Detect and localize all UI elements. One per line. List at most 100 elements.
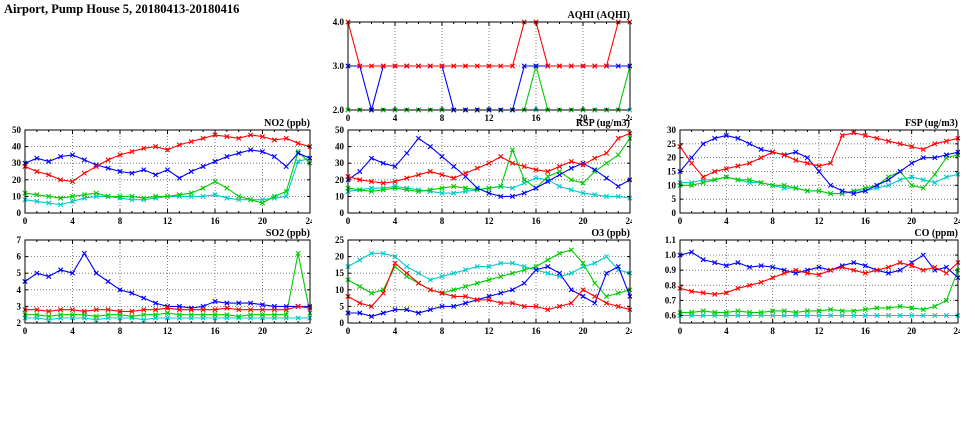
chart-no2: 0 4 8 12 16 20 24 0 10 20 30 40 50 NO2 (ppb) xyxy=(3,116,312,229)
x-tick-label: 20 xyxy=(579,216,589,226)
gridlines xyxy=(25,240,310,323)
chart-co: 0 4 8 12 16 20 24 0.6 0.7 0.8 0.9 1.0 1.1 CO (ppm) xyxy=(658,226,960,339)
y-tick-label: 6 xyxy=(17,252,22,262)
y-tick-label: 5 xyxy=(672,194,677,204)
no2-series-red-markers xyxy=(22,132,312,185)
axis-labels: 0 4 8 12 16 20 24 0 5 10 15 20 25 xyxy=(335,235,632,336)
y-tick-label: 4.0 xyxy=(333,17,345,27)
x-tick-label: 4 xyxy=(70,216,75,226)
x-tick-label: 8 xyxy=(440,113,445,123)
x-tick-label: 8 xyxy=(770,326,775,336)
x-tick-label: 4 xyxy=(70,326,75,336)
y-tick-label: 0.7 xyxy=(665,295,677,305)
x-tick-label: 0 xyxy=(346,113,351,123)
x-tick-label: 24 xyxy=(306,216,313,226)
y-tick-label: 10 xyxy=(335,191,345,201)
x-tick-label: 12 xyxy=(485,113,495,123)
x-tick-label: 8 xyxy=(770,216,775,226)
y-tick-label: 0 xyxy=(17,208,22,218)
x-tick-label: 8 xyxy=(118,326,123,336)
x-tick-label: 20 xyxy=(907,326,917,336)
gridlines xyxy=(348,130,630,213)
y-tick-label: 10 xyxy=(335,285,345,295)
x-tick-label: 24 xyxy=(626,113,633,123)
y-tick-label: 0 xyxy=(340,208,345,218)
x-tick-label: 24 xyxy=(306,326,313,336)
y-tick-label: 50 xyxy=(12,125,22,135)
rsp-chart-title: RSP (ug/m3) xyxy=(576,118,630,129)
chart-aqhi: 0 4 8 12 16 20 24 2.0 3.0 4.0 AQHI (AQHI) xyxy=(326,8,632,126)
x-tick-label: 0 xyxy=(23,216,28,226)
y-tick-label: 0 xyxy=(340,318,345,328)
x-tick-label: 16 xyxy=(532,113,542,123)
x-tick-label: 0 xyxy=(346,326,351,336)
axis-ticks xyxy=(679,239,959,323)
y-tick-label: 0.8 xyxy=(665,280,677,290)
y-tick-label: 10 xyxy=(667,180,677,190)
x-tick-label: 4 xyxy=(393,326,398,336)
x-tick-label: 12 xyxy=(163,326,173,336)
x-tick-label: 16 xyxy=(532,216,542,226)
y-tick-label: 0.9 xyxy=(665,265,677,275)
y-tick-label: 7 xyxy=(17,235,22,245)
x-tick-label: 20 xyxy=(579,113,589,123)
axis-labels: 0 4 8 12 16 20 24 0 10 20 30 40 50 xyxy=(12,125,312,226)
axis-ticks xyxy=(24,239,311,324)
y-tick-label: 3 xyxy=(17,301,22,311)
y-tick-label: 5 xyxy=(340,301,345,311)
y-tick-label: 50 xyxy=(335,125,345,135)
y-tick-label: 20 xyxy=(335,175,345,185)
y-tick-label: 25 xyxy=(667,139,677,149)
x-tick-label: 12 xyxy=(485,216,495,226)
y-tick-label: 3.0 xyxy=(333,61,345,71)
o3-chart-svg: 0 4 8 12 16 20 24 0 5 10 15 20 25 O3 (ppb) xyxy=(335,228,632,336)
y-tick-label: 30 xyxy=(667,125,677,135)
x-tick-label: 12 xyxy=(815,326,825,336)
x-tick-label: 8 xyxy=(118,216,123,226)
no2-series-red-line xyxy=(24,134,311,183)
x-tick-label: 12 xyxy=(485,326,495,336)
y-tick-label: 30 xyxy=(12,158,22,168)
axis-ticks xyxy=(347,129,631,214)
y-tick-label: 40 xyxy=(335,142,345,152)
x-tick-label: 0 xyxy=(23,326,28,336)
chart-fsp: 0 4 8 12 16 20 24 0 5 10 15 20 25 30 FSP (ug/m3) xyxy=(658,116,960,229)
fsp-chart-svg: 0 4 8 12 16 20 24 0 5 10 15 20 25 30 FSP (ug/m3) xyxy=(667,118,960,226)
x-tick-label: 0 xyxy=(678,216,683,226)
o3-chart-title: O3 (ppb) xyxy=(591,228,630,239)
x-tick-label: 20 xyxy=(579,326,589,336)
x-tick-label: 20 xyxy=(258,216,268,226)
x-tick-label: 24 xyxy=(954,216,961,226)
so2-chart-svg: 0 4 8 12 16 20 24 2 3 4 5 6 7 SO2 (ppb) xyxy=(17,228,313,336)
rsp-chart-svg: 0 4 8 12 16 20 24 0 10 20 30 40 50 RSP (ug/m3) xyxy=(335,118,632,226)
y-tick-label: 0 xyxy=(672,208,677,218)
so2-chart-title: SO2 (ppb) xyxy=(266,228,310,239)
axis-labels: 0 4 8 12 16 20 24 0 5 10 15 20 25 30 xyxy=(667,125,960,226)
y-tick-label: 15 xyxy=(667,167,677,177)
y-tick-label: 20 xyxy=(12,175,22,185)
y-tick-label: 30 xyxy=(335,158,345,168)
x-tick-label: 0 xyxy=(346,216,351,226)
so2-series-blue-markers xyxy=(22,250,312,311)
x-tick-label: 4 xyxy=(393,216,398,226)
x-tick-label: 16 xyxy=(861,326,871,336)
chart-o3: 0 4 8 12 16 20 24 0 5 10 15 20 25 O3 (ppb) xyxy=(326,226,632,339)
y-tick-label: 25 xyxy=(335,235,345,245)
axis-ticks xyxy=(24,129,311,214)
axis-ticks xyxy=(347,239,631,324)
chart-so2: 0 4 8 12 16 20 24 2 3 4 5 6 7 SO2 (ppb) xyxy=(3,226,312,339)
y-tick-label: 2.0 xyxy=(333,105,345,115)
o3-series-red-markers xyxy=(345,260,632,313)
y-tick-label: 15 xyxy=(335,268,345,278)
aqhi-chart-svg: 0 4 8 12 16 20 24 2.0 3.0 4.0 AQHI (AQHI) xyxy=(333,10,633,123)
y-tick-label: 4 xyxy=(17,285,22,295)
y-tick-label: 20 xyxy=(667,153,677,163)
axis-ticks xyxy=(679,129,959,214)
y-tick-label: 10 xyxy=(12,191,22,201)
x-tick-label: 8 xyxy=(440,326,445,336)
x-tick-label: 24 xyxy=(626,326,633,336)
y-tick-label: 20 xyxy=(335,252,345,262)
aqhi-chart-title: AQHI (AQHI) xyxy=(568,10,631,21)
co-chart-svg: 0 4 8 12 16 20 24 0.6 0.7 0.8 0.9 1.0 1.1 CO (ppm) xyxy=(665,228,960,336)
